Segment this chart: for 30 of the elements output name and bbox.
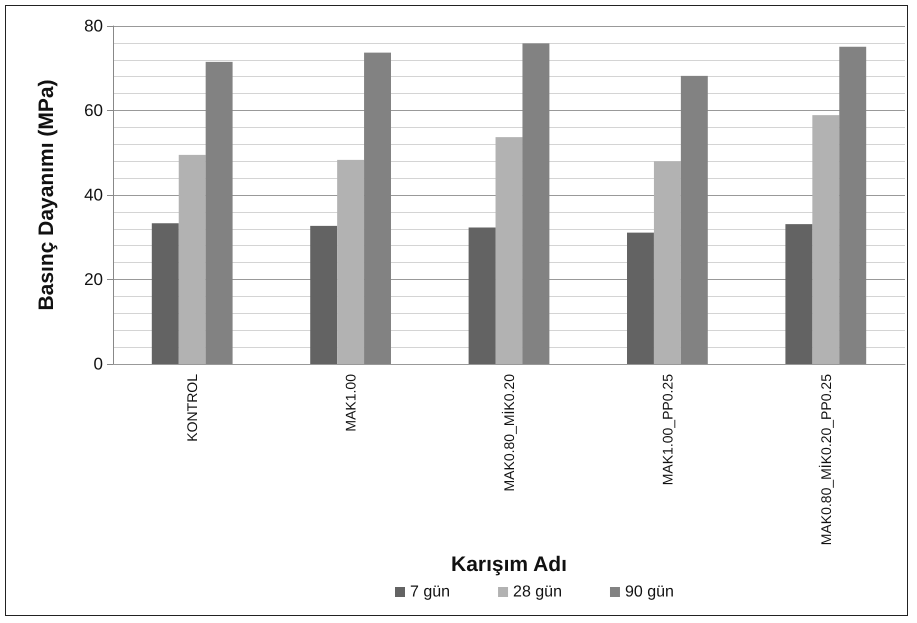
y-tick-label: 0 [94, 354, 103, 374]
bar [152, 223, 179, 364]
y-tick-label: 80 [84, 16, 103, 36]
x-tick-label: KONTROL [184, 374, 200, 442]
x-tick-label: MAK0.80_MİK0.20_PP0.25 [818, 374, 834, 546]
y-tick-label: 40 [84, 186, 103, 204]
bar [337, 160, 364, 364]
legend-label: 7 gün [410, 584, 450, 600]
bar [785, 224, 812, 364]
y-tick-label: 60 [84, 101, 103, 120]
bar [522, 43, 550, 364]
bar [310, 226, 338, 364]
bar [468, 228, 496, 364]
x-tick-label: MAK1.00 [342, 374, 359, 432]
bar [654, 161, 681, 364]
bar [839, 46, 866, 364]
legend-label: 28 gün [513, 584, 562, 600]
x-tick-label: MAK0.80_MİK0.20 [501, 374, 517, 492]
bar [206, 62, 233, 364]
x-axis-title: Karışım Adı [451, 553, 567, 576]
bar [812, 115, 840, 364]
y-tick-label: 20 [84, 270, 103, 289]
bar [496, 137, 522, 364]
y-axis-title: Basınç Dayanımı (MPa) [35, 79, 58, 311]
x-tick-label: MAK1.00_PP0.25 [659, 374, 676, 486]
legend-label: 90 gün [624, 584, 674, 600]
bar [680, 76, 708, 364]
bar [627, 232, 654, 364]
bar [178, 154, 206, 364]
bar [364, 52, 391, 364]
